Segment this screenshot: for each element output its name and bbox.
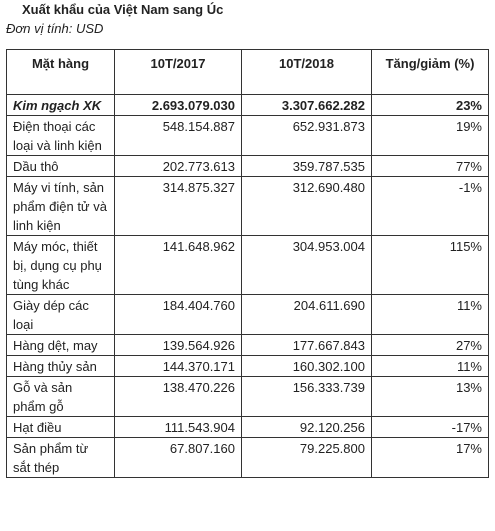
table-row: Sản phẩm từ sắt thép 67.807.160 79.225.800… [6, 437, 489, 478]
item-cell: Máy móc, thiết bị, dụng cụ phụ tùng khác [6, 235, 115, 295]
value-2018-cell: 79.225.800 [241, 437, 372, 478]
table-header-row: Mặt hàng 10T/2017 10T/2018 Tăng/giảm (%) [6, 49, 489, 95]
change-cell: -1% [371, 176, 489, 236]
item-cell: Hạt điều [6, 416, 115, 438]
table-row: Máy vi tính, sản phẩm điện tử và linh ki… [6, 176, 489, 236]
table-row: Giày dép các loại 184.404.760 204.611.690 1… [6, 294, 489, 335]
table-row: Gỗ và sản phẩm gỗ 138.470.226 156.333.739 1… [6, 376, 489, 417]
value-2018-cell: 177.667.843 [241, 334, 372, 356]
change-cell: 17% [371, 437, 489, 478]
value-2018-cell: 652.931.873 [241, 115, 372, 156]
change-cell: 77% [371, 155, 489, 177]
value-2017-cell: 141.648.962 [114, 235, 242, 295]
value-2018-cell: 3.307.662.282 [241, 94, 372, 116]
value-2017-cell: 111.543.904 [114, 416, 242, 438]
change-cell: 11% [371, 355, 489, 377]
value-2017-cell: 184.404.760 [114, 294, 242, 335]
value-2018-cell: 204.611.690 [241, 294, 372, 335]
item-cell: Máy vi tính, sản phẩm điện tử và linh ki… [6, 176, 115, 236]
header-item: Mặt hàng [6, 49, 115, 95]
value-2018-cell: 304.953.004 [241, 235, 372, 295]
change-cell: 23% [371, 94, 489, 116]
value-2017-cell: 548.154.887 [114, 115, 242, 156]
value-2017-cell: 67.807.160 [114, 437, 242, 478]
page-title: Xuất khẩu của Việt Nam sang Úc [22, 2, 224, 17]
unit-note: Đơn vị tính: USD [6, 21, 104, 36]
export-table: Mặt hàng 10T/2017 10T/2018 Tăng/giảm (%)… [6, 49, 489, 478]
value-2018-cell: 156.333.739 [241, 376, 372, 417]
table-row-total: Kim ngạch XK 2.693.079.030 3.307.662.282 23… [6, 94, 489, 116]
value-2017-cell: 138.470.226 [114, 376, 242, 417]
item-cell: Giày dép các loại [6, 294, 115, 335]
value-2018-cell: 312.690.480 [241, 176, 372, 236]
header-change: Tăng/giảm (%) [371, 49, 489, 95]
change-cell: 115% [371, 235, 489, 295]
table-row: Điện thoại các loại và linh kiện 548.154.… [6, 115, 489, 156]
item-cell: Gỗ và sản phẩm gỗ [6, 376, 115, 417]
value-2018-cell: 160.302.100 [241, 355, 372, 377]
change-cell: -17% [371, 416, 489, 438]
value-2017-cell: 144.370.171 [114, 355, 242, 377]
value-2018-cell: 92.120.256 [241, 416, 372, 438]
value-2018-cell: 359.787.535 [241, 155, 372, 177]
value-2017-cell: 139.564.926 [114, 334, 242, 356]
item-cell: Điện thoại các loại và linh kiện [6, 115, 115, 156]
table-row: Dầu thô 202.773.613 359.787.535 77% [6, 155, 489, 177]
table-row: Máy móc, thiết bị, dụng cụ phụ tùng khác… [6, 235, 489, 295]
item-cell: Kim ngạch XK [6, 94, 115, 116]
change-cell: 11% [371, 294, 489, 335]
value-2017-cell: 2.693.079.030 [114, 94, 242, 116]
table-row: Hàng dệt, may 139.564.926 177.667.843 27% [6, 334, 489, 356]
change-cell: 19% [371, 115, 489, 156]
item-cell: Sản phẩm từ sắt thép [6, 437, 115, 478]
item-cell: Hàng thủy sản [6, 355, 115, 377]
item-cell: Hàng dệt, may [6, 334, 115, 356]
table-row: Hạt điều 111.543.904 92.120.256 -17% [6, 416, 489, 438]
change-cell: 27% [371, 334, 489, 356]
table-row: Hàng thủy sản 144.370.171 160.302.100 11% [6, 355, 489, 377]
item-cell: Dầu thô [6, 155, 115, 177]
header-2018: 10T/2018 [241, 49, 372, 95]
value-2017-cell: 202.773.613 [114, 155, 242, 177]
value-2017-cell: 314.875.327 [114, 176, 242, 236]
header-2017: 10T/2017 [114, 49, 242, 95]
change-cell: 13% [371, 376, 489, 417]
table-body: Kim ngạch XK 2.693.079.030 3.307.662.282 23… [6, 94, 489, 478]
